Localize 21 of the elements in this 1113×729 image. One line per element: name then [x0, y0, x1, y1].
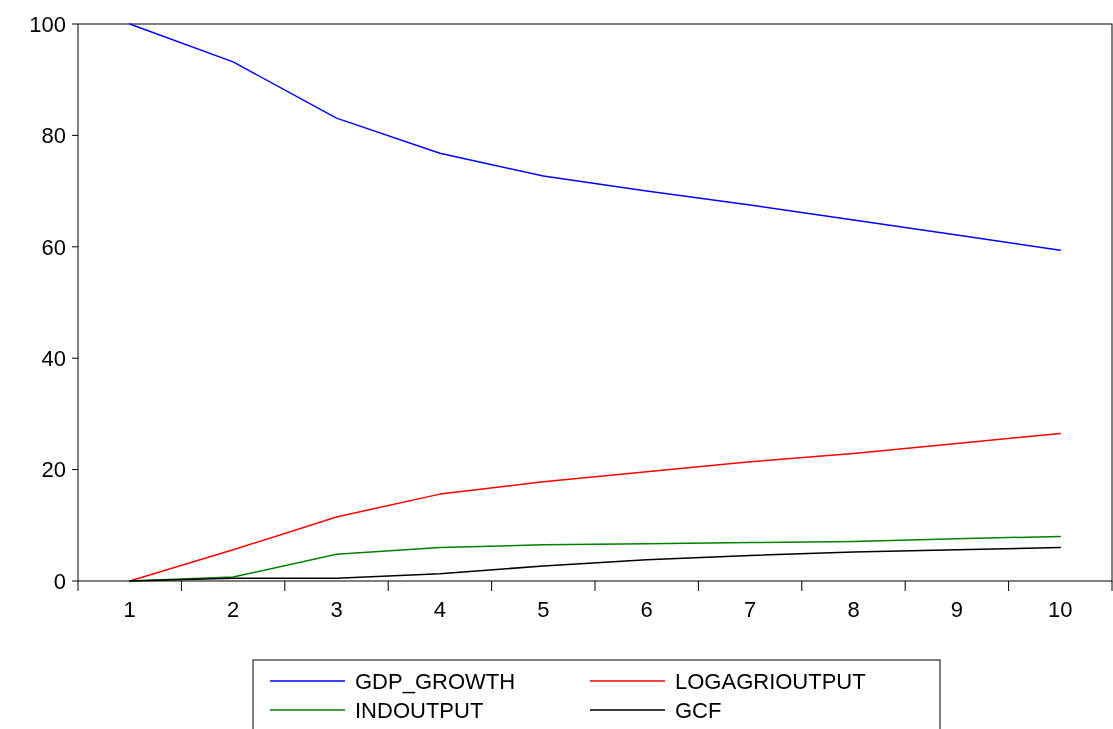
x-tick-label: 7	[743, 597, 757, 622]
y-tick-label: 60	[41, 234, 66, 260]
x-tick-label: 5	[537, 597, 550, 622]
legend-label: LOGAGRIOUTPUT	[675, 668, 866, 694]
y-tick-label: 0	[53, 568, 66, 594]
legend-label: GDP_GROWTH	[355, 668, 516, 694]
x-tick-label: 9	[950, 597, 964, 622]
y-tick-label: 80	[41, 123, 66, 149]
legend-label: GCF	[675, 697, 722, 723]
x-tick-label: 3	[330, 597, 343, 622]
legend-label: INDOUTPUT	[355, 697, 484, 723]
x-tick-label: 1	[123, 597, 136, 622]
x-tick-label: 2	[226, 597, 240, 622]
x-tick-label: 4	[433, 597, 447, 622]
x-tick-label: 6	[640, 597, 653, 622]
y-tick-label: 20	[41, 457, 66, 483]
line-series	[128, 23, 1062, 251]
y-tick-label: 100	[29, 11, 66, 37]
y-tick-label: 40	[41, 345, 66, 371]
x-tick-label: 8	[847, 597, 860, 622]
x-tick-label: 10	[1048, 597, 1073, 622]
